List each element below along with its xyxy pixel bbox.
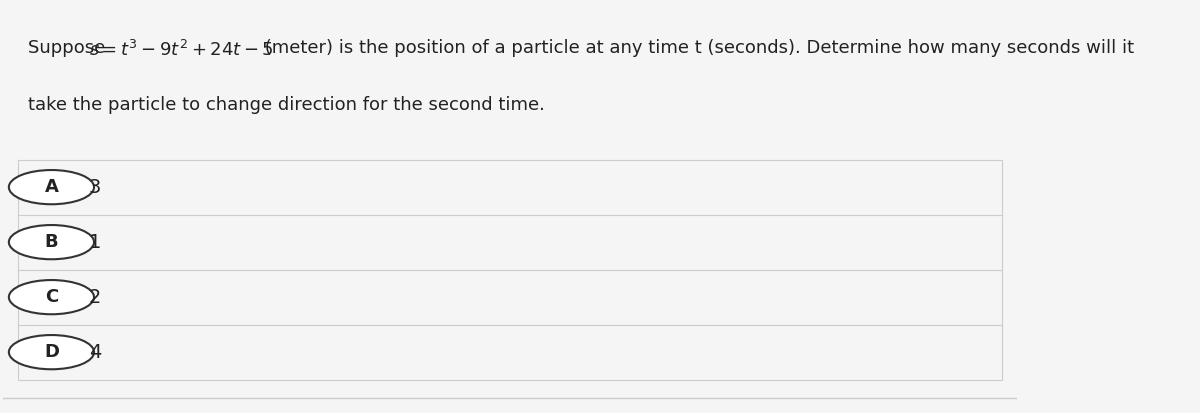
Text: $s=t^3-9t^2+24t-5$: $s=t^3-9t^2+24t-5$ — [89, 40, 274, 59]
Circle shape — [8, 280, 94, 314]
Circle shape — [8, 335, 94, 369]
Text: 1: 1 — [89, 233, 101, 252]
Text: B: B — [44, 233, 59, 251]
Text: C: C — [44, 288, 58, 306]
Text: 4: 4 — [89, 343, 101, 362]
Text: D: D — [44, 343, 59, 361]
Text: (meter) is the position of a particle at any time t (seconds). Determine how man: (meter) is the position of a particle at… — [259, 40, 1134, 57]
Text: Suppose: Suppose — [28, 40, 112, 57]
Text: 3: 3 — [89, 178, 101, 197]
Text: A: A — [44, 178, 59, 196]
Text: 2: 2 — [89, 288, 101, 307]
Circle shape — [8, 170, 94, 204]
Text: take the particle to change direction for the second time.: take the particle to change direction fo… — [28, 97, 545, 114]
Circle shape — [8, 225, 94, 259]
